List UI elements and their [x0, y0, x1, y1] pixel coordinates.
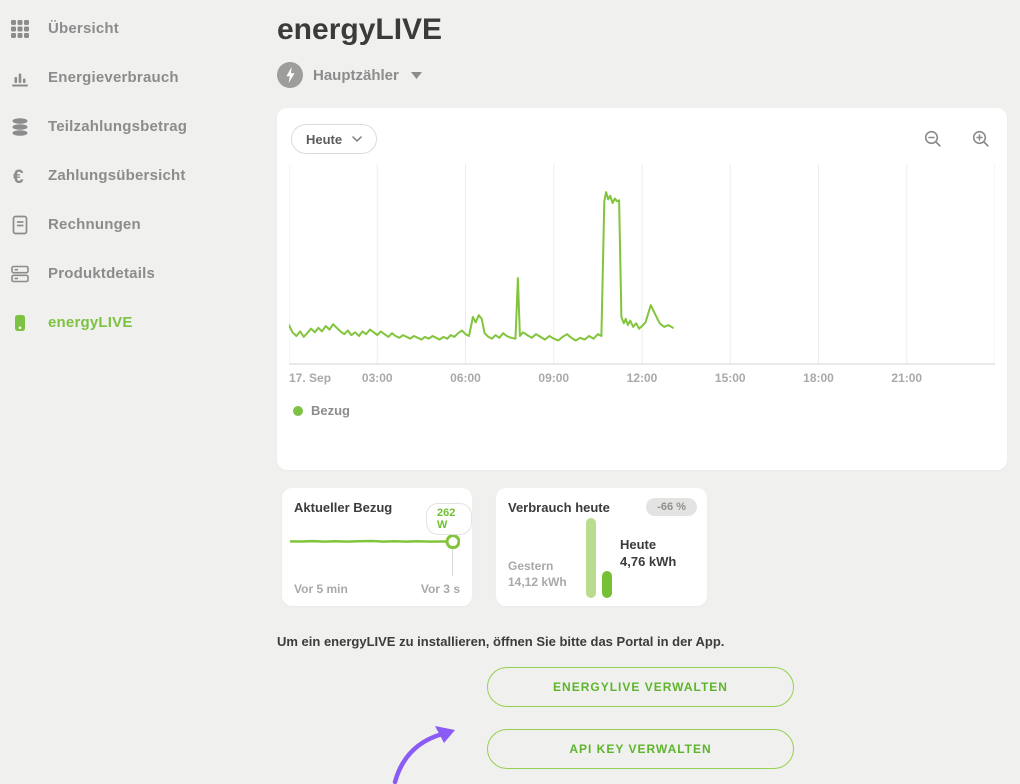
x-tick-label: 12:00: [626, 371, 658, 385]
range-select[interactable]: Heute: [291, 124, 378, 154]
sidebar-item-label: Teilzahlungsbetrag: [48, 118, 188, 135]
zoom-out-icon[interactable]: [921, 127, 945, 151]
page-title: energyLIVE: [277, 13, 443, 46]
svg-text:€: €: [13, 167, 24, 187]
main-chart: [289, 164, 995, 365]
sidebar-item-label: Übersicht: [48, 20, 119, 37]
zoom-in-icon[interactable]: [969, 127, 993, 151]
sidebar-item-produktdetails[interactable]: Produktdetails: [0, 249, 262, 298]
current-draw-value-badge: 262 W: [426, 503, 472, 535]
grid-icon: [9, 18, 31, 40]
x-tick-label: 21:00: [891, 371, 923, 385]
current-draw-card: Aktueller Bezug 262 W Vor 5 min Vor 3 s: [282, 488, 472, 606]
x-tick-label: 17. Sep: [289, 371, 332, 385]
sidebar-item-energylive[interactable]: energyLIVE: [0, 298, 262, 347]
sparkline-end-label: Vor 3 s: [420, 582, 460, 596]
yesterday-label: Gestern 14,12 kWh: [508, 559, 567, 589]
sidebar: Übersicht Energieverbrauch: [0, 0, 262, 347]
today-label: Heute 4,76 kWh: [620, 537, 677, 569]
sidebar-item-rechnungen[interactable]: Rechnungen: [0, 200, 262, 249]
x-tick-label: 09:00: [538, 371, 570, 385]
sidebar-item-energieverbrauch[interactable]: Energieverbrauch: [0, 53, 262, 102]
energy-device-icon: [9, 312, 31, 334]
delta-badge: -66 %: [646, 498, 697, 516]
legend-label-bezug: Bezug: [311, 403, 350, 418]
sidebar-item-label: Energieverbrauch: [48, 69, 179, 86]
sidebar-item-zahlungsuebersicht[interactable]: € Zahlungsübersicht: [0, 151, 262, 200]
meter-selector[interactable]: Hauptzähler: [277, 62, 477, 88]
summary-cards-row: Aktueller Bezug 262 W Vor 5 min Vor 3 s …: [282, 488, 1008, 606]
x-tick-label: 15:00: [714, 371, 746, 385]
manage-energylive-button[interactable]: ENERGYLIVE VERWALTEN: [487, 667, 794, 707]
manage-api-key-button[interactable]: API KEY VERWALTEN: [487, 729, 794, 769]
chart-plot-area[interactable]: 17. Sep 03:00 06:00 09:00 12:00 15:00 18:00 21:…: [289, 164, 995, 391]
sidebar-item-label: Zahlungsübersicht: [48, 167, 186, 184]
bar-today: [602, 571, 612, 598]
sidebar-item-label: Produktdetails: [48, 265, 155, 282]
chart-legend: Bezug: [293, 403, 995, 418]
x-tick-label: 18:00: [803, 371, 834, 385]
range-select-value: Heute: [306, 131, 343, 147]
install-note: Um ein energyLIVE zu installieren, öffne…: [277, 634, 725, 649]
sidebar-item-teilzahlungsbetrag[interactable]: Teilzahlungsbetrag: [0, 102, 262, 151]
euro-icon: €: [9, 165, 31, 187]
x-tick-label: 06:00: [450, 371, 481, 385]
live-chart-card: Heute: [277, 108, 1007, 470]
sparkline-start-label: Vor 5 min: [294, 582, 348, 596]
current-draw-sparkline: [290, 534, 460, 550]
consumption-today-title: Verbrauch heute: [508, 500, 610, 515]
sidebar-item-uebersicht[interactable]: Übersicht: [0, 4, 262, 53]
chevron-down-icon: [410, 66, 422, 84]
chevron-down-icon: [352, 136, 362, 142]
x-tick-label: 03:00: [361, 371, 393, 385]
bar-yesterday: [586, 518, 596, 598]
main-content: energyLIVE Hauptzähler Heute: [277, 0, 1008, 784]
action-buttons: ENERGYLIVE VERWALTEN API KEY VERWALTEN: [277, 667, 1008, 769]
invoice-document-icon: [9, 214, 31, 236]
bar-chart-icon: [9, 67, 31, 89]
consumption-today-card: Verbrauch heute -66 % Gestern 14,12 kWh …: [496, 488, 707, 606]
coins-stack-icon: [9, 116, 31, 138]
product-list-icon: [9, 263, 31, 285]
current-draw-title: Aktueller Bezug: [294, 500, 393, 515]
chart-toolbar: Heute: [291, 124, 993, 154]
sidebar-item-label: energyLIVE: [48, 314, 133, 331]
meter-label: Hauptzähler: [313, 66, 399, 84]
legend-dot-bezug: [293, 405, 303, 416]
lightning-bolt-icon: [277, 62, 303, 88]
x-axis-labels: 17. Sep 03:00 06:00 09:00 12:00 15:00 18:00 21:…: [289, 371, 995, 391]
sidebar-item-label: Rechnungen: [48, 216, 141, 233]
